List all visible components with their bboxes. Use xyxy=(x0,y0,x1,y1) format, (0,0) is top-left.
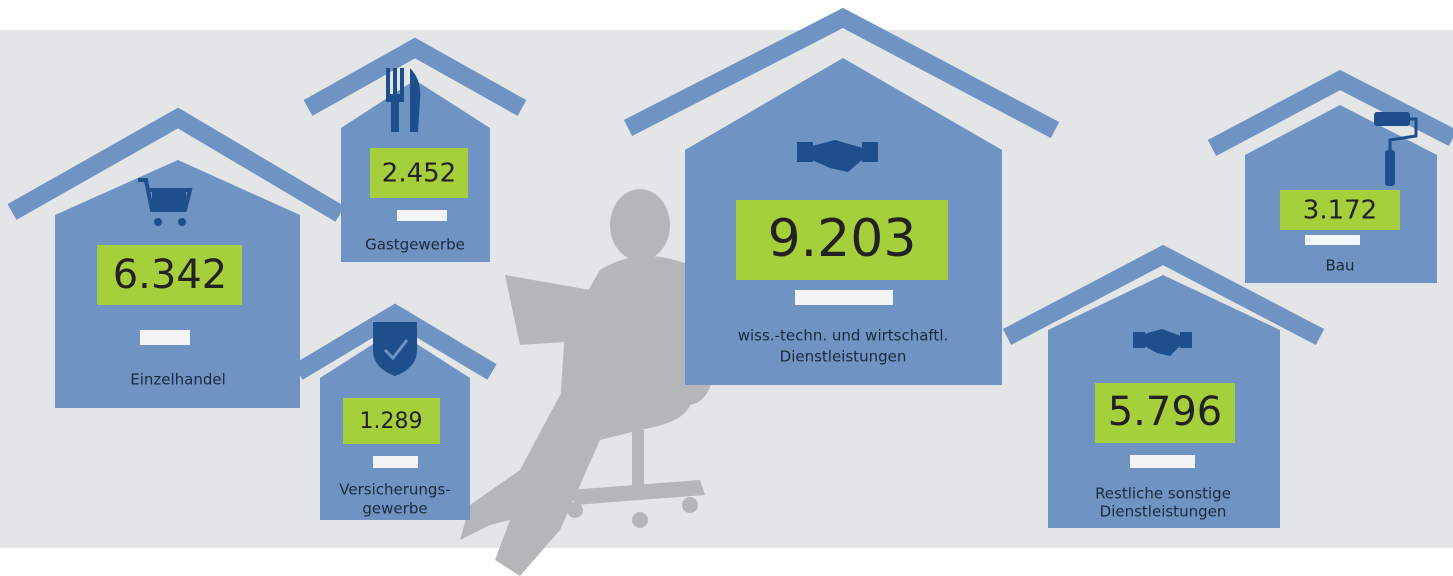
value: 6.342 xyxy=(113,252,228,298)
value: 3.172 xyxy=(1303,196,1377,226)
label: Dienstleistungen xyxy=(1100,503,1227,521)
label: Bau xyxy=(1326,257,1355,275)
label: Restliche sonstige xyxy=(1095,485,1231,503)
label: Einzelhandel xyxy=(130,371,226,389)
label: Versicherungs- xyxy=(339,481,450,499)
slot xyxy=(1305,235,1360,245)
value: 2.452 xyxy=(382,159,456,189)
value: 1.289 xyxy=(360,409,423,434)
slot xyxy=(140,330,190,345)
label: Dienstleistungen xyxy=(780,348,907,366)
slot xyxy=(795,290,893,305)
slot xyxy=(1130,455,1195,468)
value: 9.203 xyxy=(768,209,917,269)
label: wiss.-techn. und wirtschaftl. xyxy=(738,327,949,345)
slot xyxy=(397,210,447,221)
label: gewerbe xyxy=(362,500,427,518)
value: 5.796 xyxy=(1108,389,1223,435)
house: 1.289 Versicherungs- gewerbe xyxy=(298,314,492,520)
label: Gastgewerbe xyxy=(365,236,465,254)
slot xyxy=(373,456,418,468)
infographic: 6.342 Einzelhandel 2.452 Gastgewerbe 1.2… xyxy=(0,0,1453,576)
